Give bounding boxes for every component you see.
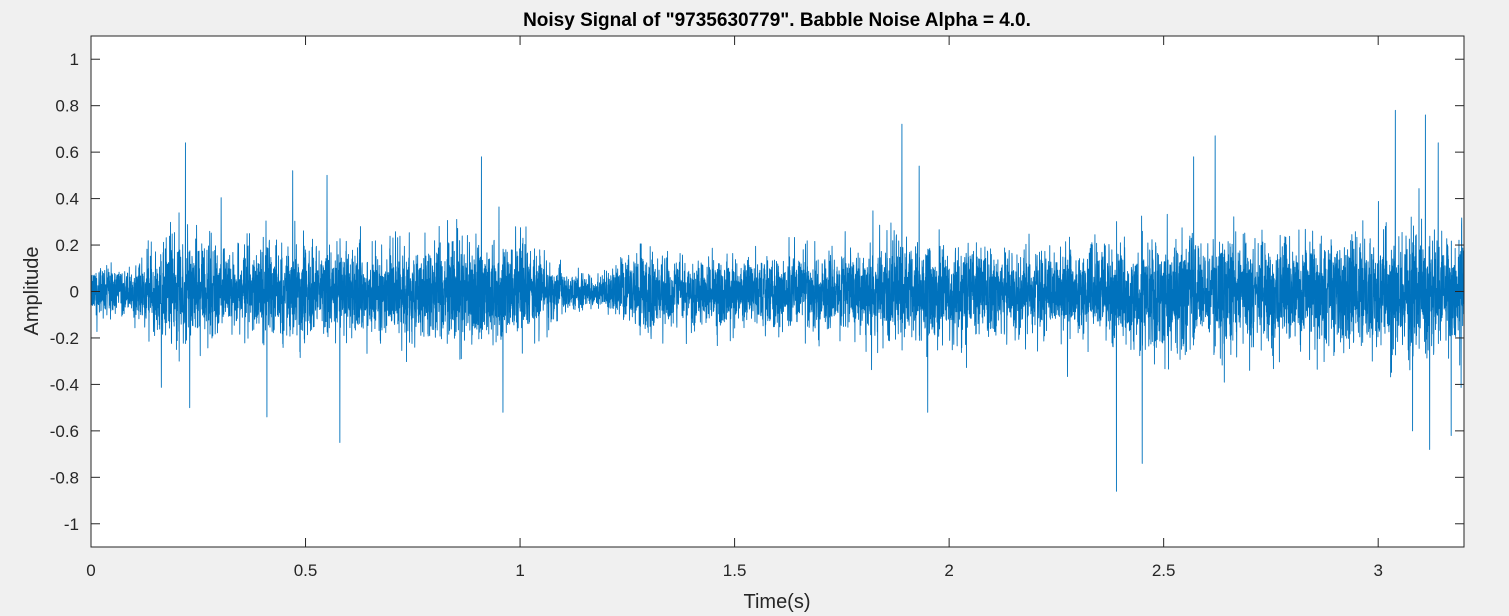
y-tick-label: -0.6 — [50, 422, 79, 441]
x-axis-label: Time(s) — [743, 591, 810, 613]
y-tick-label: 0.6 — [55, 143, 79, 162]
ticks-layer: 0 0.5 1 1.5 2 2.5 3 -1 -0.8 -0.6 -0.4 -0.2 0 0.2 0.4 0.… — [50, 36, 1464, 580]
y-tick-label: -0.2 — [50, 329, 79, 348]
y-tick-label: 0 — [70, 283, 79, 302]
x-tick-label: 2.5 — [1152, 561, 1176, 580]
x-tick-label: 2 — [944, 561, 953, 580]
x-tick-label: 3 — [1373, 561, 1382, 580]
y-tick-label: 0.2 — [55, 236, 79, 255]
y-tick-label: -0.4 — [50, 375, 79, 394]
y-tick-label: 0.4 — [55, 190, 79, 209]
x-tick-label: 0.5 — [294, 561, 318, 580]
signal-series-line — [90, 109, 1465, 492]
y-tick-label: -1 — [64, 515, 79, 534]
y-tick-label: 1 — [70, 50, 79, 69]
signal-layer — [90, 109, 1465, 492]
x-tick-label: 0 — [86, 561, 95, 580]
x-tick-label: 1 — [515, 561, 524, 580]
y-tick-label: 0.8 — [55, 97, 79, 116]
y-tick-label: -0.8 — [50, 468, 79, 487]
y-axis-label: Amplitude — [21, 247, 43, 336]
chart-title: Noisy Signal of "9735630779". Babble Noi… — [523, 10, 1031, 31]
x-tick-label: 1.5 — [723, 561, 747, 580]
